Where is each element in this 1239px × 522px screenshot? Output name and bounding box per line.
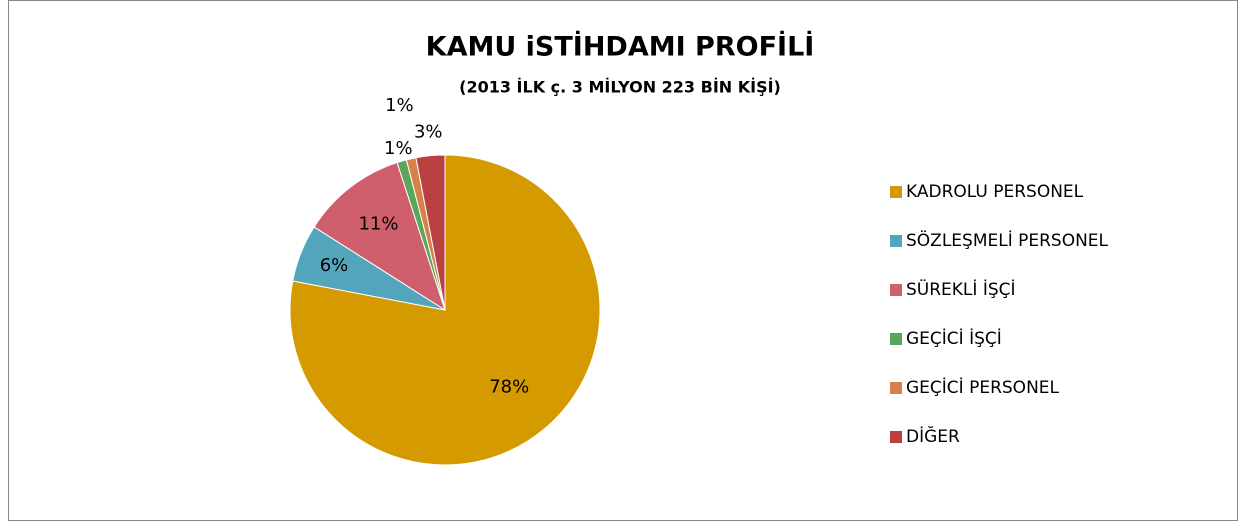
data-label: 11% [358, 213, 398, 234]
legend-label: SÖZLEŞMELİ PERSONEL [906, 229, 1109, 251]
legend-swatch [890, 382, 902, 394]
legend-swatch [890, 431, 902, 443]
pie-slice [289, 154, 601, 466]
data-label: 78% [489, 377, 529, 398]
chart-title: KAMU iSTİHDAMI PROFİLİ [426, 31, 815, 63]
legend-swatch [890, 186, 902, 198]
data-label: 1% [385, 95, 414, 116]
legend-label: DİĞER [906, 425, 960, 447]
legend-swatch [890, 284, 902, 296]
legend-label: GEÇİCİ İŞÇİ [906, 328, 1002, 349]
legend-swatch [890, 235, 902, 247]
data-label: 6% [320, 255, 349, 276]
chart-subtitle: (2013 İLK ç. 3 MİLYON 223 BİN KİŞİ) [459, 78, 781, 97]
data-label: 1% [384, 138, 413, 159]
legend-label: GEÇİCİ PERSONEL [906, 377, 1060, 398]
pie-slice [313, 161, 446, 312]
pie-slice [415, 154, 446, 311]
chart-border [8, 0, 1238, 521]
legend-label: KADROLU PERSONEL [906, 182, 1084, 202]
legend-label: SÜREKLİ İŞÇİ [906, 278, 1016, 300]
legend-swatch [890, 333, 902, 345]
data-label: 3% [414, 122, 443, 143]
